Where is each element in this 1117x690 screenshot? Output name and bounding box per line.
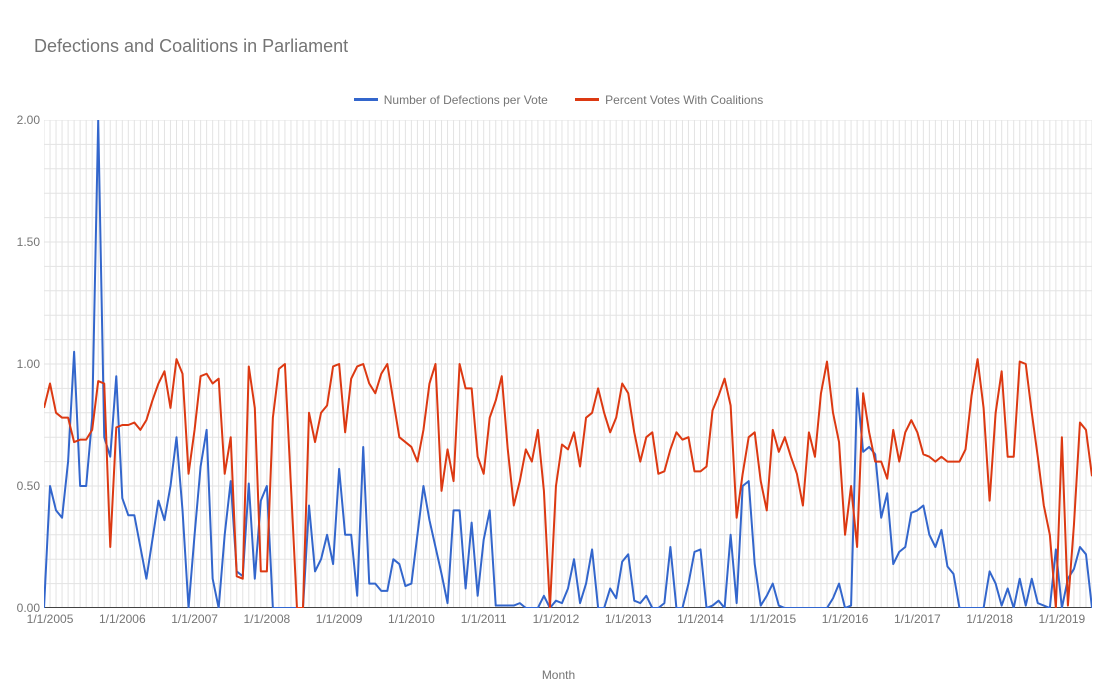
legend-swatch bbox=[575, 98, 599, 101]
legend-label: Number of Defections per Vote bbox=[384, 93, 548, 107]
y-tick-label: 0.50 bbox=[6, 479, 40, 493]
y-tick-label: 2.00 bbox=[6, 113, 40, 127]
x-tick-label: 1/1/2015 bbox=[749, 612, 796, 626]
x-tick-label: 1/1/2017 bbox=[894, 612, 941, 626]
legend-label: Percent Votes With Coalitions bbox=[605, 93, 763, 107]
x-tick-label: 1/1/2014 bbox=[677, 612, 724, 626]
x-tick-label: 1/1/2011 bbox=[461, 612, 507, 626]
y-tick-label: 1.00 bbox=[6, 357, 40, 371]
x-tick-label: 1/1/2005 bbox=[27, 612, 74, 626]
legend-item-defections: Number of Defections per Vote bbox=[354, 93, 548, 107]
x-tick-label: 1/1/2008 bbox=[243, 612, 290, 626]
legend: Number of Defections per Vote Percent Vo… bbox=[0, 90, 1117, 107]
x-tick-label: 1/1/2007 bbox=[171, 612, 218, 626]
plot-area bbox=[44, 120, 1092, 608]
x-tick-label: 1/1/2009 bbox=[316, 612, 363, 626]
x-tick-label: 1/1/2006 bbox=[99, 612, 146, 626]
legend-swatch bbox=[354, 98, 378, 101]
x-tick-label: 1/1/2010 bbox=[388, 612, 435, 626]
y-tick-label: 1.50 bbox=[6, 235, 40, 249]
x-axis-label: Month bbox=[0, 668, 1117, 682]
x-tick-label: 1/1/2012 bbox=[533, 612, 580, 626]
x-tick-label: 1/1/2019 bbox=[1039, 612, 1086, 626]
chart-svg bbox=[44, 120, 1092, 608]
x-tick-label: 1/1/2013 bbox=[605, 612, 652, 626]
legend-item-coalitions: Percent Votes With Coalitions bbox=[575, 93, 763, 107]
x-tick-label: 1/1/2016 bbox=[822, 612, 869, 626]
chart-title: Defections and Coalitions in Parliament bbox=[34, 36, 348, 57]
x-tick-label: 1/1/2018 bbox=[966, 612, 1013, 626]
